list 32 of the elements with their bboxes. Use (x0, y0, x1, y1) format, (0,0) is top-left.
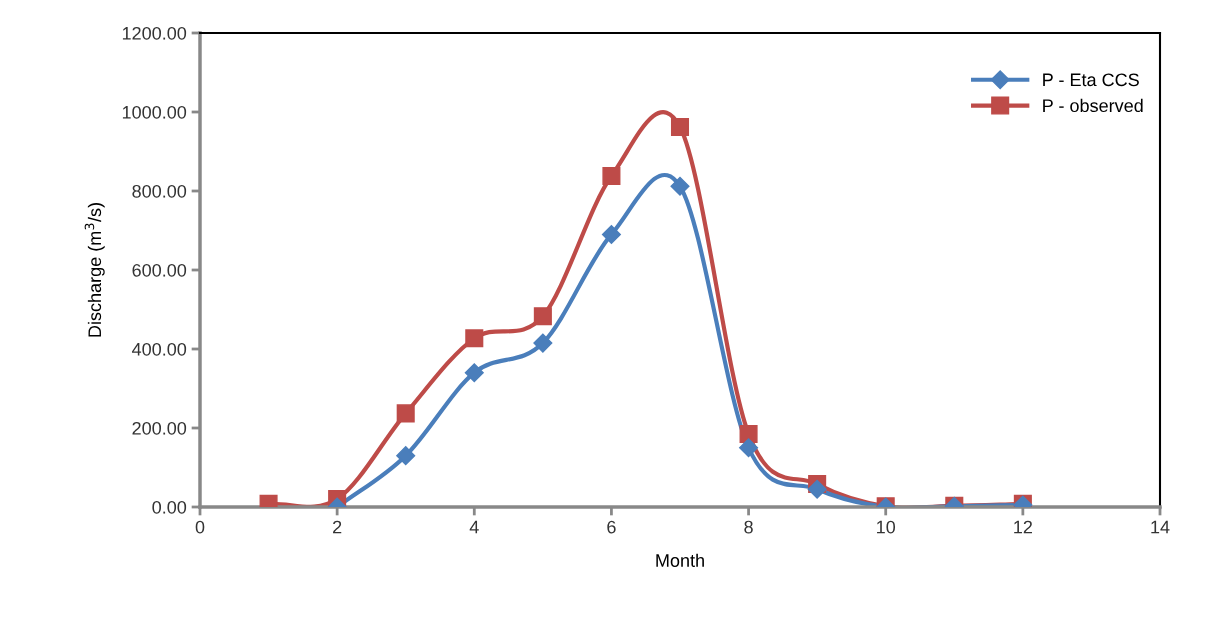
point (396, 446, 416, 466)
x-tick-label: 10 (877, 520, 896, 534)
y-tick-label: 800.00 (132, 184, 187, 198)
legend-label: P - Eta CCS (1043, 73, 1139, 87)
x-tick-label: 0 (195, 520, 205, 534)
y-tick-label: 1000.00 (122, 105, 187, 119)
point (670, 176, 690, 196)
point (533, 307, 552, 326)
x-tick-label: 14 (1151, 520, 1170, 534)
point (670, 117, 690, 137)
x-tick-label: 4 (469, 520, 479, 534)
y-tick-label: 600.00 (132, 263, 187, 277)
y-axis-title: Discharge (m$^{3}$/s) (84, 203, 105, 337)
x-tick-label: 8 (744, 520, 753, 534)
point (396, 404, 415, 423)
point (602, 166, 621, 186)
legend-label: P - observed (1043, 98, 1143, 113)
y-tick-label: 0.00 (152, 500, 187, 514)
x-tick-label: 2 (333, 520, 342, 534)
point (739, 438, 759, 458)
x-axis-title: Month (656, 553, 704, 567)
y-tick-label: 1200.00 (122, 26, 187, 40)
y-tick-label: 200.00 (132, 421, 187, 435)
point (739, 424, 758, 443)
x-tick-label: 12 (1014, 520, 1032, 534)
y-tick-label: 400.00 (132, 342, 187, 356)
x-tick-label: 6 (607, 520, 616, 534)
point (533, 333, 553, 353)
point (601, 224, 621, 244)
point (807, 479, 827, 499)
point (465, 329, 484, 348)
point (464, 363, 484, 383)
